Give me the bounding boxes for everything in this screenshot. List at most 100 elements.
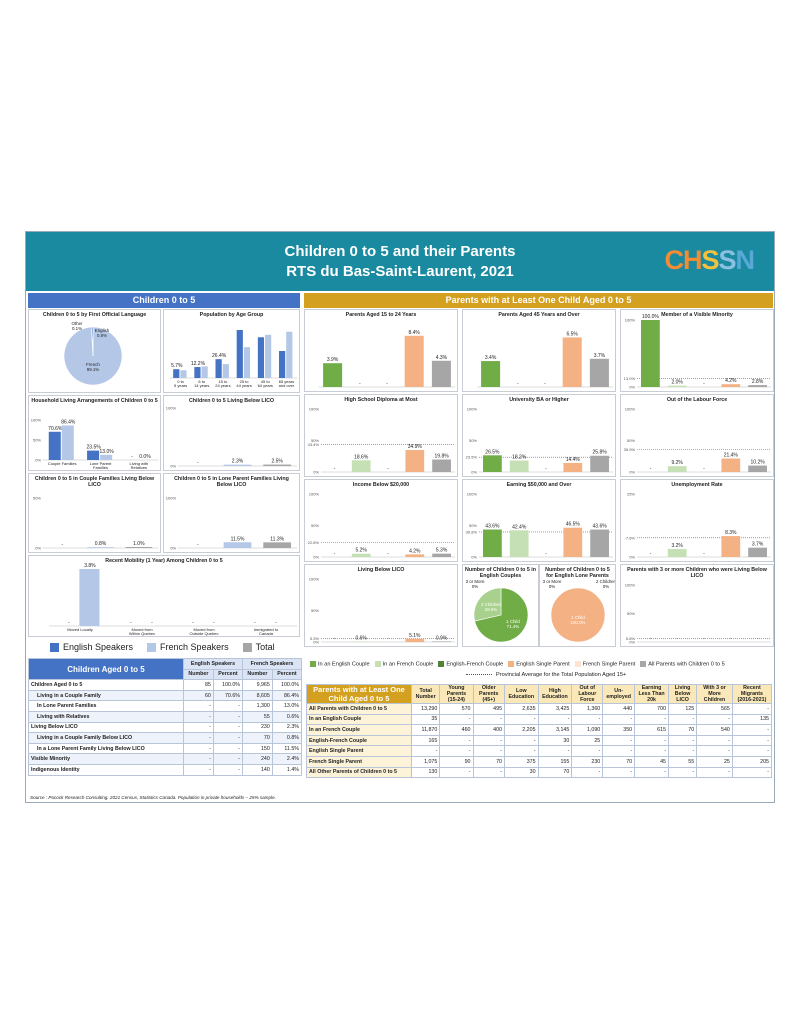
- data-label: -: [545, 466, 547, 472]
- data-label: -: [386, 381, 388, 387]
- category-label: 45 to: [261, 379, 271, 384]
- provincial-average-label: Provincial Average for the Total Populat…: [496, 672, 627, 678]
- chart-title: Household Living Arrangements of Childre…: [31, 398, 158, 404]
- pie-label: 3 or More: [543, 579, 562, 584]
- table-cell: -: [696, 745, 733, 757]
- category-label: 44 years: [236, 383, 251, 388]
- table-cell: 165: [410, 734, 441, 747]
- table-cell: -: [668, 745, 698, 757]
- data-label: -: [334, 636, 336, 642]
- data-label: -: [650, 466, 652, 472]
- row-label: Living in a Couple Family Below LICO: [28, 732, 184, 744]
- title-banner: Children 0 to 5 and their Parents RTS du…: [26, 232, 774, 291]
- bar: [432, 459, 451, 472]
- bar: [215, 359, 222, 378]
- row-label: All Other Parents of Children 0 to 5: [306, 766, 412, 779]
- table-cell: 570: [439, 703, 474, 715]
- table-cell: -: [602, 713, 636, 726]
- data-label: 5.7%: [171, 363, 183, 369]
- table-cell: -: [183, 721, 214, 734]
- pie-label: 2 Children: [481, 602, 502, 607]
- y-tick-label: 100%: [166, 496, 177, 501]
- pie-label: 2 Children: [596, 579, 616, 584]
- table-cell: 400: [472, 724, 506, 736]
- bar: [667, 548, 687, 557]
- category-label: 15 to: [218, 379, 228, 384]
- data-label: 3.4%: [485, 355, 497, 361]
- category-label: 14 years: [194, 383, 209, 388]
- data-label: 8.3%: [725, 530, 737, 536]
- table-cell: -: [439, 713, 474, 726]
- y-tick-label: 0%: [313, 640, 319, 645]
- table-cell: 155: [537, 755, 573, 768]
- table-row: In Lone Parent Families - -1,300 13.0%: [28, 700, 303, 712]
- bar: [79, 569, 100, 626]
- chart-title: Number of Children 0 to 5 for English Lo…: [545, 567, 610, 580]
- data-label: -: [703, 636, 705, 642]
- data-label: 34.9%: [408, 444, 423, 450]
- bar: [351, 460, 371, 472]
- category-label: Relatives: [131, 465, 147, 470]
- table-cell: -: [634, 713, 670, 726]
- data-label: 3.9%: [327, 357, 339, 363]
- parents-table-col-header: Earning Less Than 20k: [634, 684, 670, 704]
- legend-engfr-couple: English-French Couple: [438, 661, 503, 667]
- table-row: Living in a Couple Family Below LICO - -70…: [28, 732, 303, 744]
- data-label: -: [545, 551, 547, 557]
- data-label: -: [387, 636, 389, 642]
- chart-p_pie_single: Number of Children 0 to 5 for English Lo…: [539, 564, 616, 647]
- children-table-col-header: Number: [183, 668, 214, 681]
- data-label: 2.8%: [752, 379, 764, 385]
- parents-table-col-header: Young Parents (15-24): [439, 684, 474, 704]
- row-label: Children Aged 0 to 5: [28, 679, 184, 691]
- bar: [223, 464, 252, 466]
- bar: [279, 351, 286, 378]
- table-row: Children Aged 0 to 5 85 100.0% 9,965 100.0%: [28, 679, 303, 691]
- data-label: -: [254, 620, 256, 626]
- data-label: 9.2%: [671, 460, 683, 466]
- average-label: 23.5%: [466, 455, 478, 460]
- data-label: 6.5%: [566, 331, 578, 337]
- table-cell: -: [212, 732, 243, 744]
- chart-title: Children 0 to 5 in Couple Families Livin…: [34, 476, 155, 489]
- row-label: Living with Relatives: [28, 710, 184, 723]
- data-label: 11.5%: [231, 536, 245, 542]
- category-label: Couple Families: [48, 461, 77, 466]
- average-label: 43.4%: [308, 442, 320, 447]
- bar: [721, 384, 741, 387]
- legend-fr-single: French Single Parent: [574, 661, 635, 667]
- table-row: Indigenous Identity - -140 1.4%: [28, 763, 303, 776]
- category-label: Families: [93, 465, 108, 470]
- data-label: -: [650, 551, 652, 557]
- table-cell: -: [602, 745, 636, 757]
- table-cell: 1,090: [571, 724, 604, 736]
- pie-value-label: 0%: [549, 584, 555, 589]
- y-tick-label: 0%: [629, 640, 635, 645]
- y-tick-label: 50%: [311, 438, 319, 443]
- table-cell: -: [602, 734, 636, 747]
- data-label: 0.9%: [436, 635, 448, 641]
- table-cell: -: [212, 710, 243, 723]
- legend-all-parents: All Parents with Children 0 to 5: [640, 661, 725, 667]
- table-cell: 2,205: [504, 724, 539, 736]
- bar: [667, 385, 687, 387]
- parents-table-col-header: High Education: [537, 684, 573, 704]
- table-cell: -: [183, 700, 214, 712]
- table-cell: -: [634, 766, 670, 779]
- table-cell: 130: [410, 766, 441, 779]
- children-table-title: Children Aged 0 to 5: [28, 657, 184, 681]
- data-label: -: [730, 636, 732, 642]
- data-label: 2.0%: [671, 380, 683, 386]
- y-tick-label: 100%: [309, 492, 320, 497]
- data-label: 100.0%: [642, 314, 660, 320]
- bar: [194, 367, 201, 378]
- bar: [562, 337, 582, 387]
- parents-section-header: Parents with at Least One Child Aged 0 t…: [304, 293, 773, 308]
- y-tick-label: 50%: [33, 496, 41, 501]
- y-tick-label: 0%: [471, 470, 477, 475]
- table-cell: -: [472, 713, 506, 726]
- y-tick-label: 50%: [311, 523, 319, 528]
- parents-table-col-header: Recent Migrants (2016-2021): [731, 684, 773, 704]
- table-cell: -: [731, 703, 773, 715]
- children-legend: English Speakers French Speakers Total: [50, 642, 275, 653]
